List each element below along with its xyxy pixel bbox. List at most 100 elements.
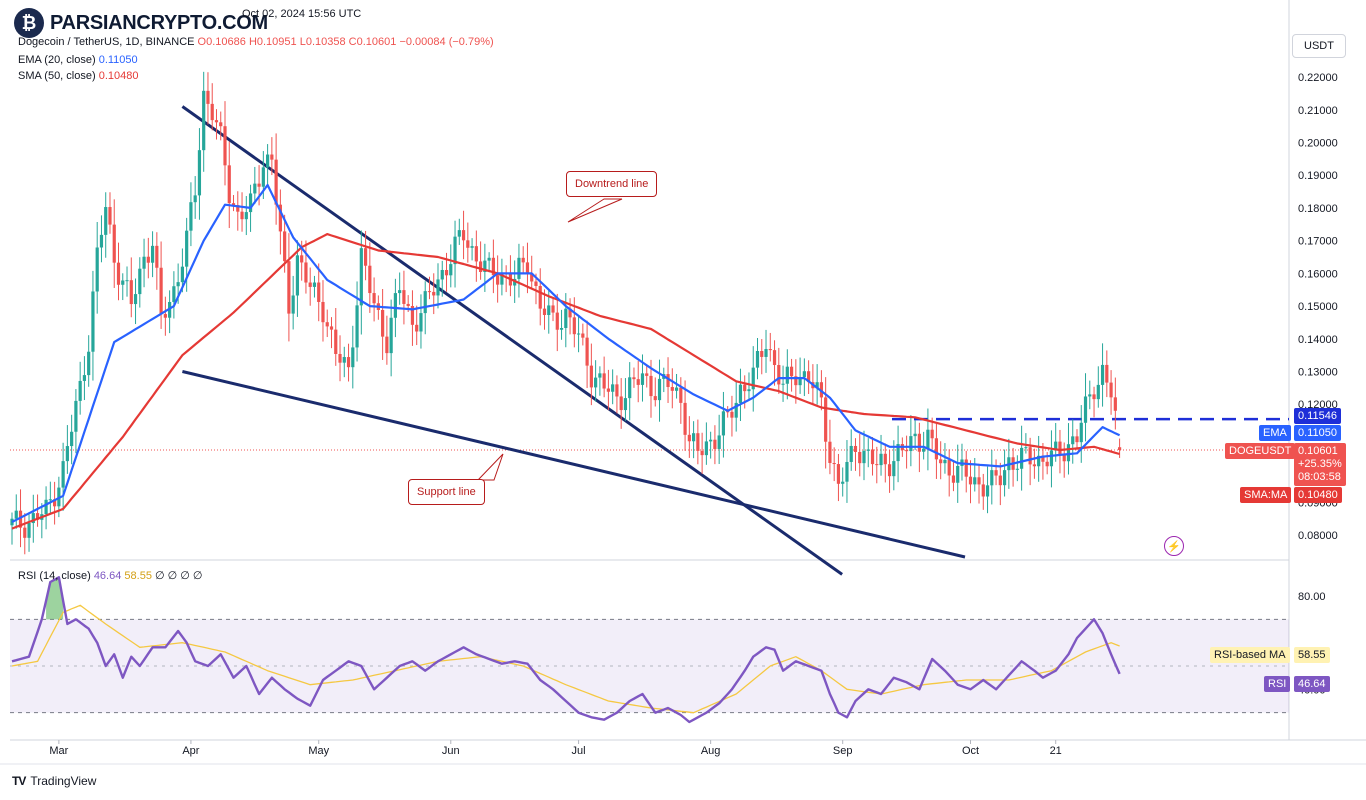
candle-body (461, 230, 466, 241)
candle-body (223, 126, 227, 166)
candle-body (1032, 464, 1036, 467)
candle-body (687, 434, 691, 442)
candle-body (1028, 447, 1032, 465)
candle-layer (10, 71, 1122, 555)
candle-body (1002, 470, 1007, 486)
candle-body (393, 293, 397, 318)
last-price-tag: 0.10601 +25.35% 08:03:58 (1294, 443, 1346, 486)
candle-body (636, 379, 640, 385)
candle-body (789, 366, 794, 377)
candle-body (415, 324, 419, 332)
support-line (182, 370, 966, 559)
candle-body (632, 377, 636, 380)
symbol-name-tag: DOGEUSDT (1225, 443, 1296, 459)
candle-body (125, 280, 129, 282)
candle-body (202, 90, 206, 151)
candle-body (1071, 436, 1075, 445)
currency-button[interactable]: USDT (1292, 34, 1346, 58)
candle-body (772, 350, 777, 366)
candle-body (611, 384, 615, 392)
candle-body (457, 230, 461, 237)
candle-body (956, 465, 960, 483)
candle-body (922, 448, 926, 452)
candle-body (1045, 461, 1049, 467)
candle-body (206, 90, 210, 104)
candle-body (466, 240, 470, 248)
sma-legend[interactable]: SMA (50, close) 0.10480 (18, 70, 138, 82)
candle-body (1062, 455, 1066, 462)
sma-legend-value: 0.10480 (98, 70, 139, 82)
candle-body (798, 376, 802, 386)
candle-body (257, 183, 261, 187)
candle-body (121, 280, 125, 285)
candle-body (858, 451, 862, 464)
candle-body (423, 291, 427, 314)
price-axis-tick: 0.15000 (1298, 301, 1338, 313)
candle-body (619, 396, 623, 411)
last-price-change: +25.35% (1298, 458, 1342, 470)
symbol-legend[interactable]: Dogecoin / TetherUS, 1D, BINANCE O0.1068… (18, 36, 494, 48)
candle-body (598, 373, 602, 378)
ohlc-open: O0.10686 (197, 36, 246, 48)
ema-legend[interactable]: EMA (20, close) 0.11050 (18, 54, 138, 66)
candle-body (764, 349, 768, 357)
downtrend-annotation[interactable]: Downtrend line (566, 171, 658, 197)
ema-20-line (11, 183, 1121, 523)
candle-body (116, 262, 121, 285)
candle-body (1066, 444, 1071, 462)
candle-body (615, 384, 619, 397)
support-annotation[interactable]: Support line (408, 479, 485, 505)
candle-body (185, 230, 189, 267)
candle-body (487, 257, 491, 261)
candle-body (389, 317, 393, 354)
candle-body (150, 245, 155, 263)
candle-body (704, 441, 708, 456)
alert-lightning-icon[interactable]: ⚡ (1164, 536, 1184, 556)
candle-body (308, 282, 312, 287)
candle-body (1092, 394, 1096, 400)
rsi-ma-value-tag: 58.55 (1294, 647, 1330, 663)
candle-body (973, 477, 977, 485)
candle-body (1041, 455, 1045, 462)
price-axis-tick: 0.22000 (1298, 72, 1338, 84)
candle-body (65, 446, 69, 462)
price-axis-tick: 0.19000 (1298, 170, 1338, 182)
candle-body (274, 159, 278, 205)
candle-body (994, 470, 998, 476)
candle-body (248, 193, 253, 213)
candle-body (1054, 441, 1058, 451)
brand-watermark: ₿ PARSIANCRYPTO.COM (14, 6, 268, 40)
candle-body (1096, 384, 1100, 400)
ema-name-tag: EMA (1259, 425, 1291, 441)
candle-body (483, 260, 487, 272)
candle-body (325, 322, 329, 327)
candle-body (444, 269, 449, 276)
candle-body (304, 262, 308, 283)
sma-legend-label: SMA (50, close) (18, 70, 96, 82)
candle-body (78, 380, 82, 401)
candle-body (146, 256, 150, 263)
candle-body (300, 255, 304, 263)
candle-body (832, 462, 836, 465)
candle-body (968, 476, 973, 485)
rsi-legend-value: 46.64 (93, 570, 122, 582)
candle-body (815, 382, 819, 389)
candle-body (841, 481, 845, 484)
candle-body (180, 266, 184, 283)
rsi-legend[interactable]: RSI (14, close) 46.64 58.55 ∅ ∅ ∅ ∅ (18, 569, 203, 582)
tradingview-footer[interactable]: TV TradingView (12, 774, 96, 788)
candle-body (53, 499, 57, 507)
candle-body (381, 309, 385, 337)
candle-body (1049, 450, 1054, 467)
candle-body (1113, 397, 1117, 411)
candle-body (670, 387, 674, 391)
candle-body (517, 257, 521, 279)
candle-body (977, 477, 981, 485)
candle-body (210, 103, 214, 121)
time-axis-label: Jun (442, 745, 460, 757)
candle-body (734, 402, 738, 418)
candle-body (909, 436, 913, 452)
candle-body (142, 256, 146, 269)
candle-body (589, 365, 593, 388)
